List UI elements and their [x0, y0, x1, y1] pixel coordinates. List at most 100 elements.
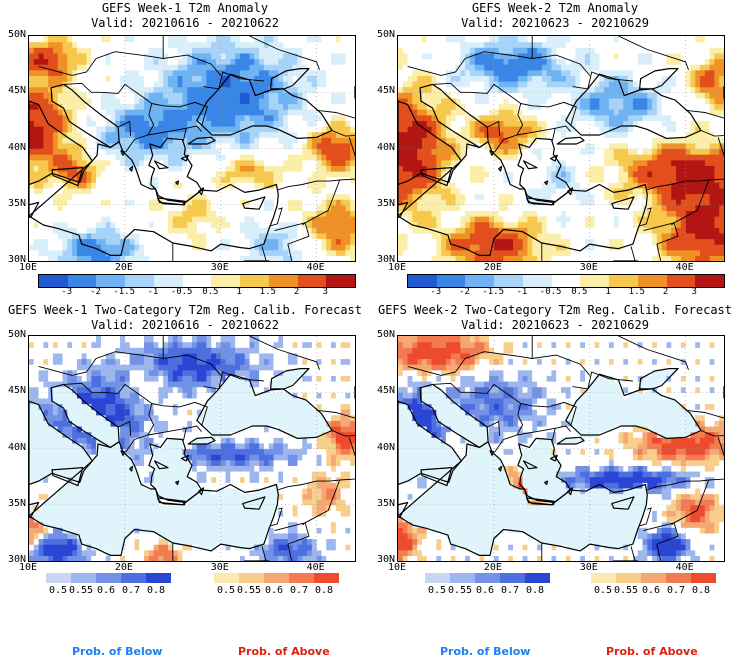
lon-tick-label: 40E — [675, 562, 694, 573]
legend-swatch — [214, 573, 239, 583]
colorbar-swatch — [609, 275, 638, 287]
lon-tick-label: 30E — [210, 562, 229, 573]
lat-tick-label: 50N — [376, 29, 395, 40]
colorbar-label: 1 — [236, 287, 242, 297]
lat-tick-label: 30N — [376, 254, 395, 265]
lon-tick-label: 10E — [18, 562, 38, 573]
legend-swatch — [121, 573, 146, 583]
panel-title: GEFS Week-1 T2m Anomaly — [101, 1, 269, 15]
colorbar-label: 3 — [691, 287, 697, 297]
legend-swatch — [616, 573, 641, 583]
legend-swatch — [71, 573, 96, 583]
lon-tick-label: 40E — [675, 262, 694, 273]
legend-label: 0.55 — [613, 585, 639, 596]
colorbar-swatch — [153, 275, 183, 287]
legend-label: 0.6 — [475, 585, 495, 596]
legend-label: 0.8 — [525, 585, 545, 596]
panel-week2-anomaly: GEFS Week-2 T2m Anomaly Valid: 20210623 … — [370, 0, 740, 300]
lat-tick-label: 35N — [7, 197, 26, 209]
legend-label: 0.7 — [500, 585, 520, 596]
map-week1-probability — [28, 335, 356, 562]
legend-swatch — [46, 573, 71, 583]
colorbar-swatch — [580, 275, 610, 287]
colorbar-label: -3 — [61, 287, 73, 297]
legend-label: 0.55 — [68, 585, 94, 596]
colorbar-label: -2 — [90, 287, 101, 297]
lat-tick-label: 40N — [7, 141, 26, 153]
lat-tick-label: 40N — [7, 441, 26, 453]
legend-label: 0.55 — [236, 585, 262, 596]
colorbar-swatch — [494, 275, 523, 287]
lat-tick-label: 45N — [376, 385, 395, 397]
colorbar-swatch — [125, 275, 154, 287]
colorbar-label: -1 — [147, 287, 159, 297]
panel-valid-dates: Valid: 20210616 - 20210622 — [91, 16, 279, 30]
colorbar-label: 2 — [662, 287, 669, 297]
lat-tick-label: 30N — [376, 554, 395, 565]
prob-below-title: Prob. of Below — [72, 645, 163, 658]
legend-swatch — [425, 573, 450, 583]
lon-tick-label: 10E — [18, 262, 38, 273]
colorbar-swatch — [637, 275, 667, 287]
panel-week2-probability: GEFS Week-2 Two-Category T2m Reg. Calib.… — [370, 300, 740, 600]
legend-label: 0.7 — [121, 585, 141, 596]
lon-tick-label: 20E — [114, 562, 133, 573]
panel-week1-anomaly: GEFS Week-1 T2m Anomaly Valid: 20210616 … — [0, 0, 370, 300]
legend-label: 0.5 — [216, 585, 236, 596]
legend-swatch — [666, 573, 691, 583]
colorbar-swatch — [240, 275, 269, 287]
panel-valid-dates: Valid: 20210616 - 20210622 — [91, 318, 279, 332]
panel-title: GEFS Week-2 Two-Category T2m Reg. Calib.… — [377, 303, 732, 317]
lat-tick-label: 45N — [376, 85, 395, 97]
legend-label: 0.5 — [593, 585, 613, 596]
lat-tick-label: 35N — [376, 497, 395, 509]
lat-tick-label: 30N — [7, 254, 26, 265]
colorbar-label: 1 — [605, 287, 611, 297]
colorbar-swatch — [465, 275, 495, 287]
prob-above-title: Prob. of Above — [606, 645, 698, 658]
lon-tick-label: 20E — [483, 262, 502, 273]
legend-label: 0.8 — [691, 585, 711, 596]
panel-valid-dates: Valid: 20210623 - 20210629 — [461, 318, 649, 332]
lat-tick-label: 45N — [7, 85, 26, 97]
colorbar-label: -0.5 — [170, 287, 193, 297]
colorbar-label: 1.5 — [259, 287, 276, 297]
legend-label: 0.5 — [427, 585, 447, 596]
legend-label: 0.8 — [314, 585, 334, 596]
colorbar-label: -2 — [459, 287, 470, 297]
legend-label: 0.7 — [666, 585, 686, 596]
above-colorbar — [214, 573, 339, 583]
lat-tick-label: 50N — [376, 329, 395, 340]
colorbar-swatch — [436, 275, 466, 287]
below-colorbar — [46, 573, 171, 583]
prob-below-title: Prob. of Below — [440, 645, 531, 658]
lon-tick-label: 10E — [387, 562, 407, 573]
legend-swatch — [525, 573, 550, 583]
legend-label: 0.5 — [48, 585, 68, 596]
colorbar-swatch — [268, 275, 298, 287]
colorbar-label: -3 — [430, 287, 442, 297]
legend-label: 0.55 — [447, 585, 473, 596]
colorbar-swatch — [695, 275, 725, 287]
lon-tick-label: 30E — [579, 262, 598, 273]
colorbar-swatch — [666, 275, 696, 287]
colorbar-label: 2 — [293, 287, 300, 297]
colorbar-label: -0.5 — [539, 287, 562, 297]
map-week2-anomaly — [397, 35, 725, 262]
legend-swatch — [289, 573, 314, 583]
legend-swatch — [450, 573, 475, 583]
colorbar-label: 3 — [322, 287, 328, 297]
lon-tick-label: 20E — [483, 562, 502, 573]
lat-tick-label: 50N — [7, 329, 26, 340]
legend-label: 0.8 — [146, 585, 166, 596]
colorbar-label: 0.5 — [202, 287, 219, 297]
colorbar-swatch — [67, 275, 97, 287]
legend-swatch — [475, 573, 500, 583]
below-colorbar — [425, 573, 550, 583]
lon-tick-label: 30E — [579, 562, 598, 573]
lon-tick-label: 30E — [210, 262, 229, 273]
legend-label: 0.7 — [289, 585, 309, 596]
panel-title: GEFS Week-2 T2m Anomaly — [471, 1, 639, 15]
legend-swatch — [691, 573, 716, 583]
legend-swatch — [239, 573, 264, 583]
